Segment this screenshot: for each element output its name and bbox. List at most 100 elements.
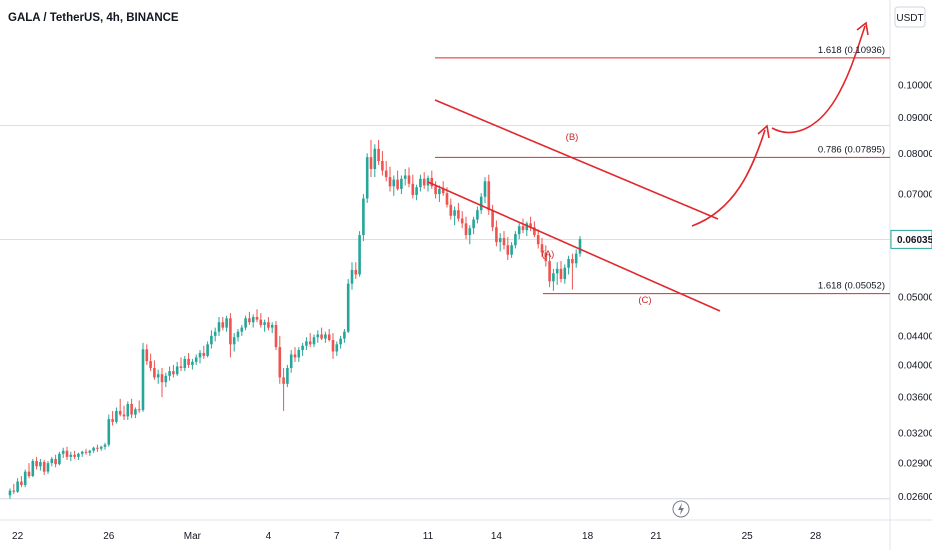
candle [502,231,506,250]
candle-body [289,354,293,369]
price-tick-label: 0.04400 [898,331,932,342]
candle [251,314,255,328]
candle [248,311,251,325]
candle-body [149,361,152,369]
candle-body [578,239,582,254]
candle [160,368,164,398]
fib-level-label: 0.786 (0.07895) [818,144,885,155]
candle [472,216,475,235]
time-tick-label: 4 [266,531,272,542]
candle [183,355,187,372]
candle [198,350,202,364]
candle-body [419,178,422,188]
candle-body [65,450,69,457]
candle [27,463,31,479]
candle-body [438,188,441,195]
candle-body [510,245,513,255]
candle-body [267,322,270,328]
candle-body [213,331,217,336]
candle-body [457,210,460,219]
candle [521,218,525,234]
candle-body [301,345,304,351]
candle [567,255,570,275]
candle [536,229,540,249]
time-tick-label: 14 [491,531,503,542]
candle [61,447,65,458]
candle-body [168,371,171,376]
candle-body [164,375,168,383]
candle-body [191,361,194,365]
candle [517,223,521,240]
candle [46,461,50,474]
candle [384,161,388,182]
candle-body [58,453,61,465]
candle-body [487,181,491,211]
price-tick-label: 0.05000 [898,292,932,303]
candle [240,324,244,336]
candle [115,407,118,424]
wave-label: (B) [566,132,579,143]
candle-body [384,170,388,178]
candle [476,206,479,224]
time-tick-label: 26 [103,531,115,542]
candle [77,452,80,460]
candle [20,476,23,488]
time-tick-label: 18 [582,531,594,542]
candle-body [468,228,472,236]
candle-body [571,258,574,264]
candle-body [339,338,342,345]
candle-body [50,458,54,464]
candle-body [96,447,99,449]
currency-button[interactable]: USDT [894,6,926,28]
candle [39,458,42,471]
candle [438,185,441,203]
candle [400,175,403,195]
candle [255,309,259,323]
candle-body [107,419,111,445]
arrow-head-1 [757,124,770,139]
candle-body [377,148,380,162]
candle-body [544,252,548,262]
candle-body [362,198,365,236]
candle [377,139,380,165]
candle [350,262,354,290]
candle-body [453,210,456,216]
time-axis[interactable]: 22 26 Mar 4 7 11 14 18 21 25 28 [12,531,822,542]
candle [339,335,342,349]
candle-body [525,223,529,231]
time-tick-label: 25 [742,531,754,542]
candle [381,151,384,176]
candle-body [350,269,354,284]
candle-body [145,349,149,362]
candle-body [39,462,42,467]
candle [213,327,217,342]
candle [396,170,399,191]
candle-body [88,450,92,453]
candle-body [179,366,183,369]
candle [80,450,84,457]
candle-body [274,324,278,348]
annotation-labels: 1.618 (0.10936) 0.786 (0.07895) 1.618 (0.0… [542,45,885,306]
candle-body [206,344,209,356]
candle [346,279,350,334]
candle-body [99,446,103,449]
lightning-icon[interactable] [672,500,690,518]
candle-body [422,178,426,186]
candle [555,262,559,285]
candle [305,337,308,351]
candle-body [506,245,510,255]
candle [483,177,487,203]
candle-body [358,235,361,275]
candle-body [555,268,559,274]
candle [156,369,160,384]
candle-body [483,181,487,197]
candle-body [297,350,301,358]
price-axis[interactable]: 0.100000.090000.080000.070000.060000.050… [890,81,932,503]
candle-body [514,234,517,246]
currency-button-label: USDT [896,13,923,24]
candle [320,327,323,341]
candle-body [77,453,80,457]
